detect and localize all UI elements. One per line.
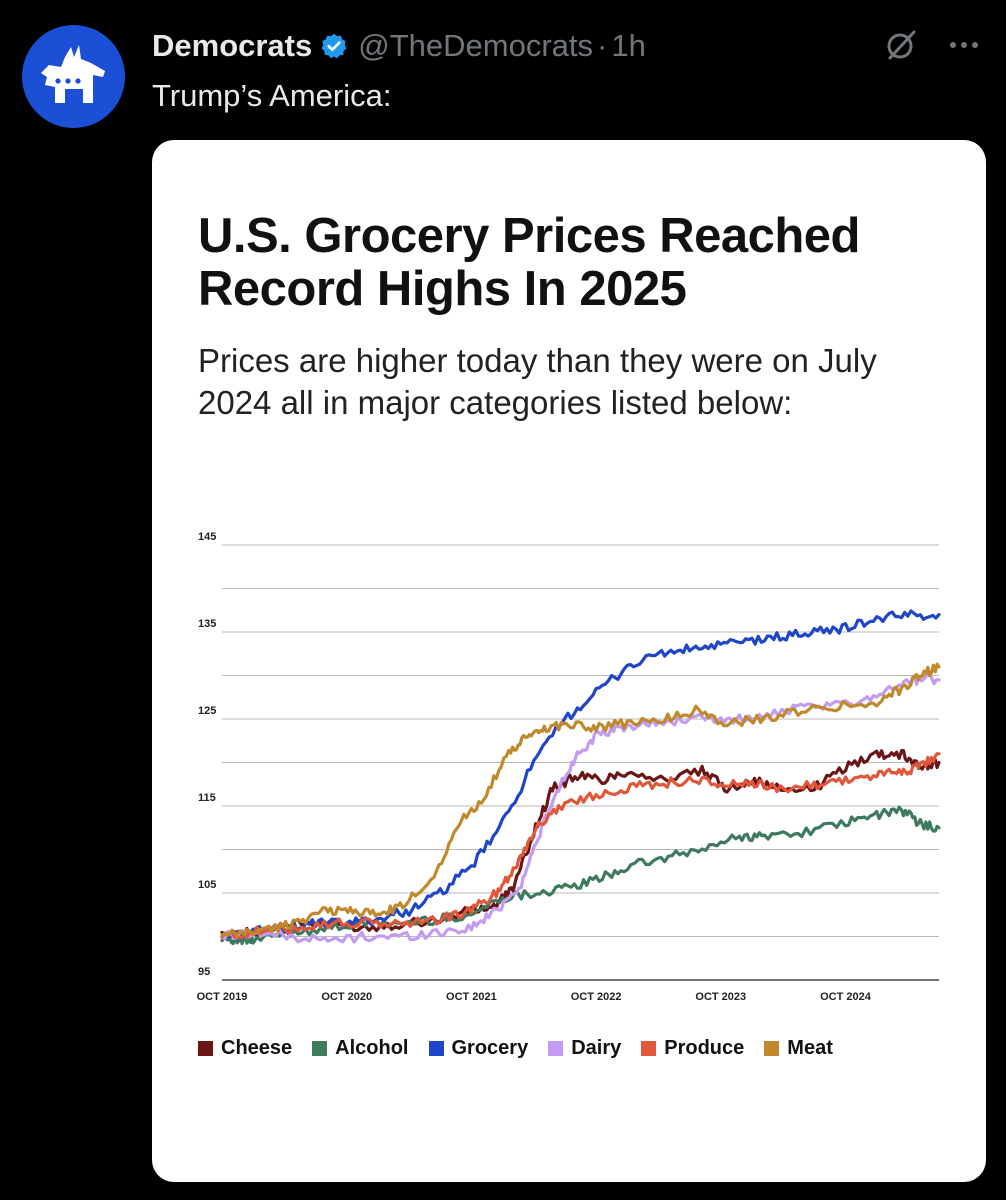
separator-dot: · — [597, 28, 608, 63]
verified-badge-icon[interactable] — [320, 32, 348, 60]
x-tick-label: OCT 2020 — [321, 991, 372, 1003]
legend-swatch — [764, 1041, 780, 1056]
series-line-produce — [220, 752, 941, 940]
legend-swatch — [198, 1041, 213, 1056]
legend-item-dairy: Dairy — [548, 1037, 621, 1060]
x-tick-label: OCT 2022 — [571, 991, 622, 1003]
legend-swatch — [641, 1041, 657, 1056]
line-chart: 95 105 115 125 135 145 OCT 2019 OCT 2020 OCT 202… — [197, 531, 941, 1003]
series-line-meat — [220, 662, 941, 938]
grok-icon[interactable] — [884, 28, 918, 62]
y-tick-label: 105 — [198, 879, 216, 891]
y-tick-label: 125 — [198, 705, 216, 717]
series-line-cheese — [220, 748, 941, 942]
y-tick-label: 145 — [198, 531, 216, 543]
y-tick-label: 135 — [198, 618, 216, 630]
x-tick-label: OCT 2021 — [446, 991, 497, 1003]
y-tick-label: 95 — [198, 966, 210, 978]
legend-label: Grocery — [451, 1037, 529, 1059]
y-tick-label: 115 — [198, 792, 216, 804]
legend-label: Dairy — [571, 1037, 622, 1059]
post-text: Trump’s America: — [152, 78, 392, 113]
legend-item-produce: Produce — [641, 1037, 744, 1060]
legend-item-cheese: Cheese — [198, 1037, 292, 1060]
legend-swatch — [548, 1041, 564, 1056]
avatar[interactable] — [22, 25, 125, 128]
media-card[interactable]: U.S. Grocery Prices Reached Record Highs… — [152, 140, 986, 1182]
legend-item-meat: Meat — [764, 1037, 833, 1060]
legend-swatch — [428, 1041, 444, 1056]
series-line-dairy — [220, 673, 941, 944]
series-line-alcohol — [220, 805, 941, 946]
timestamp[interactable]: 1h — [611, 28, 646, 63]
legend-label: Produce — [664, 1037, 745, 1059]
legend-item-grocery: Grocery — [428, 1037, 529, 1060]
democrat-donkey-logo — [40, 44, 105, 103]
post-header: Democrats @TheDemocrats · 1h — [152, 26, 646, 66]
x-tick-label: OCT 2024 — [820, 991, 872, 1003]
display-name[interactable]: Democrats — [152, 28, 313, 63]
legend-label: Cheese — [221, 1037, 293, 1059]
more-icon[interactable] — [946, 30, 982, 60]
chart-legend: Cheese Alcohol Grocery Dairy Produce Meat — [198, 1037, 853, 1060]
x-tick-label: OCT 2019 — [197, 991, 248, 1003]
legend-item-alcohol: Alcohol — [312, 1037, 409, 1060]
chart-subtitle: Prices are higher today than they were o… — [198, 342, 877, 421]
legend-swatch — [312, 1041, 328, 1056]
handle[interactable]: @TheDemocrats — [358, 28, 594, 63]
chart-title: U.S. Grocery Prices Reached Record Highs… — [198, 209, 860, 316]
legend-label: Meat — [787, 1037, 833, 1059]
legend-label: Alcohol — [335, 1037, 409, 1059]
x-tick-label: OCT 2023 — [695, 991, 746, 1003]
